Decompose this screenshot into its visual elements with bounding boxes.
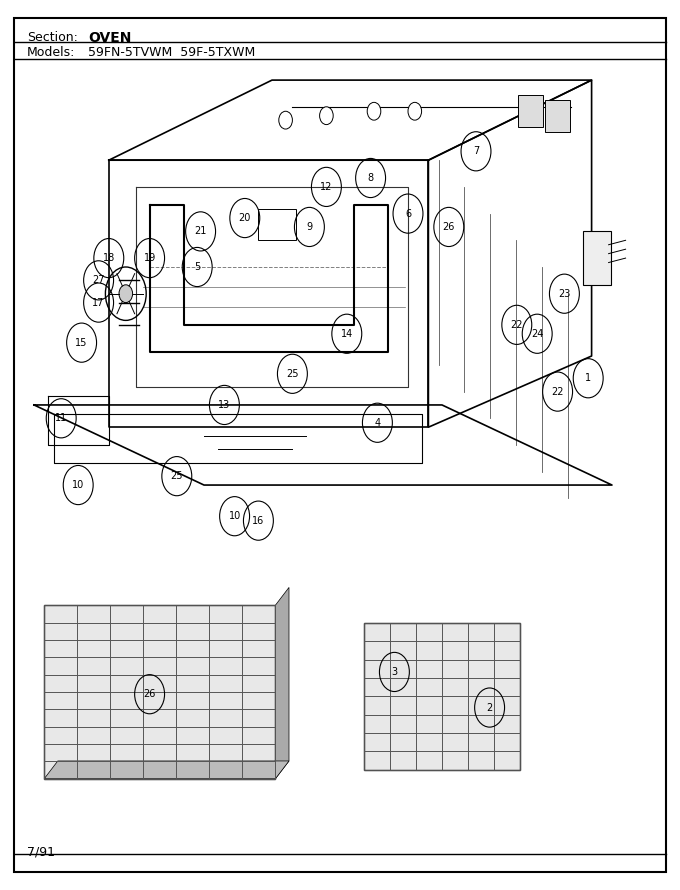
Text: 11: 11: [55, 413, 67, 424]
Text: 7: 7: [473, 146, 479, 157]
Text: 26: 26: [143, 689, 156, 700]
Circle shape: [367, 102, 381, 120]
Circle shape: [279, 111, 292, 129]
Text: 22: 22: [551, 386, 564, 397]
Text: 4: 4: [374, 417, 381, 428]
Text: Models:: Models:: [27, 46, 75, 60]
Text: 9: 9: [306, 222, 313, 232]
Text: 8: 8: [367, 173, 374, 183]
Text: 12: 12: [320, 182, 333, 192]
Text: 15: 15: [75, 337, 88, 348]
Text: 2: 2: [486, 702, 493, 713]
Text: 10: 10: [72, 480, 84, 490]
Text: 10: 10: [228, 511, 241, 522]
Text: 7/91: 7/91: [27, 846, 55, 859]
Text: 5: 5: [194, 262, 201, 272]
Text: 1: 1: [585, 373, 592, 384]
Text: 6: 6: [405, 208, 411, 219]
Text: 59FN-5TVWM  59F-5TXWM: 59FN-5TVWM 59F-5TXWM: [88, 46, 256, 60]
Text: Section:: Section:: [27, 31, 78, 44]
Text: 14: 14: [341, 328, 353, 339]
Circle shape: [119, 285, 133, 303]
Polygon shape: [275, 587, 289, 779]
Bar: [518, 95, 543, 127]
Text: 18: 18: [103, 253, 115, 263]
Text: 25: 25: [171, 471, 183, 481]
Text: 23: 23: [558, 288, 571, 299]
Text: 22: 22: [511, 320, 523, 330]
Text: 17: 17: [92, 297, 105, 308]
Bar: [364, 623, 520, 770]
Circle shape: [320, 107, 333, 125]
Bar: [545, 100, 570, 132]
Text: 13: 13: [218, 400, 231, 410]
Text: 20: 20: [239, 213, 251, 223]
Text: 24: 24: [531, 328, 543, 339]
Text: 26: 26: [443, 222, 455, 232]
Text: 16: 16: [252, 515, 265, 526]
Text: 21: 21: [194, 226, 207, 237]
Text: 25: 25: [286, 368, 299, 379]
Polygon shape: [44, 761, 289, 779]
Circle shape: [408, 102, 422, 120]
Bar: [258, 209, 296, 240]
Text: 27: 27: [92, 275, 105, 286]
Bar: [583, 231, 611, 285]
Text: 3: 3: [391, 667, 398, 677]
Bar: [44, 605, 275, 779]
Text: 19: 19: [143, 253, 156, 263]
Text: OVEN: OVEN: [88, 31, 132, 45]
